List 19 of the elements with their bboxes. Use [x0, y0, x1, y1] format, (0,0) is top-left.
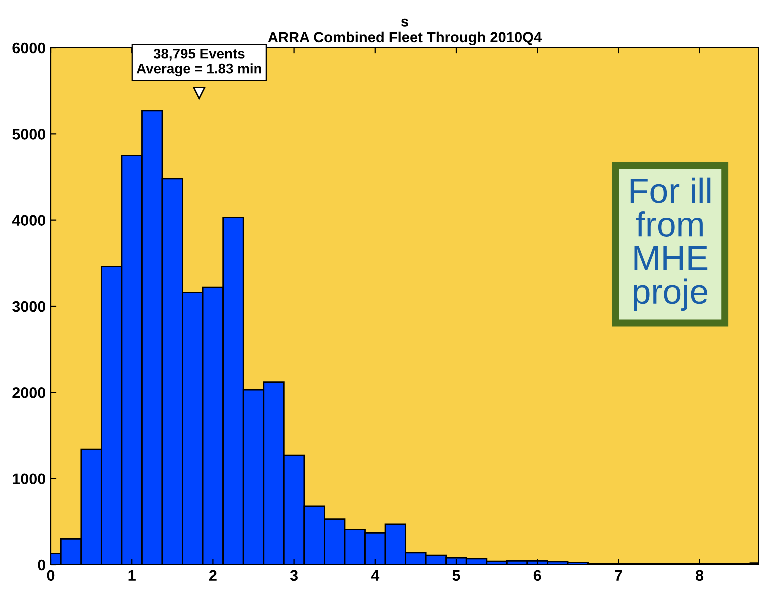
y-tick-label: 4000	[12, 215, 46, 226]
x-tick-label: 7	[615, 570, 622, 581]
y-tick-label: 1000	[13, 474, 46, 485]
x-tick-label: 4	[371, 570, 380, 581]
x-tick-label: 2	[209, 570, 217, 581]
annotation: 38,795 Events Average = 1.83 min	[136, 48, 262, 77]
x-tick-label: 5	[452, 570, 460, 582]
x-tick-label: 1	[128, 570, 136, 581]
annotation: For ill from MHE proje	[630, 178, 711, 312]
y-tick-label: 6000	[12, 42, 46, 54]
x-tick-label: 6	[534, 570, 542, 582]
y-tick-label: 2000	[12, 388, 46, 398]
chart-title: s ARRA Combined Fleet Through 2010Q4	[268, 18, 542, 46]
y-tick-label: 3000	[12, 301, 46, 312]
y-tick-label: 5000	[12, 129, 46, 140]
y-tick-label: 0	[38, 560, 46, 571]
x-tick-label: 0	[47, 570, 55, 582]
x-tick-label: 8	[696, 570, 704, 582]
x-tick-label: 3	[290, 570, 298, 582]
